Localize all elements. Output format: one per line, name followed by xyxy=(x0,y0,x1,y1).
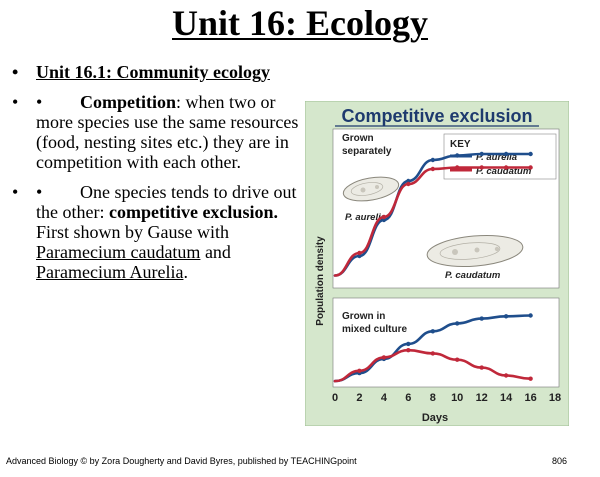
x-tick-label: 8 xyxy=(430,392,436,404)
data-point-caudatum-panel-2 xyxy=(528,376,533,381)
data-point-caudatum-panel-1 xyxy=(357,250,362,256)
data-point-caudatum-panel-2 xyxy=(455,357,460,362)
footer-page-number: 806 xyxy=(552,456,568,466)
bottom-panel-label-1: Grown in xyxy=(342,311,385,322)
organism-label-aurelia: P. aurelia xyxy=(345,212,386,223)
footer-credit: Advanced Biology © by Zora Dougherty and… xyxy=(6,456,357,466)
data-point-caudatum-panel-2 xyxy=(503,373,509,378)
data-point-aurelia-panel-1 xyxy=(430,157,435,163)
data-point-aurelia-panel-2 xyxy=(430,329,435,334)
data-point-caudatum-panel-2 xyxy=(357,368,362,373)
unit-heading-text: Unit 16.1: Community ecology xyxy=(36,62,270,82)
bullet-competition: • • Competition: when two or more species… xyxy=(10,92,300,172)
x-axis-title: Days xyxy=(422,412,448,424)
bullet-list: • Unit 16.1: Community ecology • • Compet… xyxy=(10,62,300,282)
exclusion-term: competitive exclusion. xyxy=(108,202,278,222)
bullet-marker: • xyxy=(12,62,19,82)
data-point-caudatum-panel-1 xyxy=(479,165,484,170)
key-label-aurelia: P. aurelia xyxy=(476,152,517,163)
data-point-caudatum-panel-1 xyxy=(430,166,435,172)
x-tick-label: 0 xyxy=(332,392,338,404)
data-point-aurelia-panel-2 xyxy=(479,316,484,321)
data-point-aurelia-panel-1 xyxy=(528,151,533,157)
bullet-marker: • xyxy=(12,92,19,112)
organism-label-caudatum: P. caudatum xyxy=(445,270,501,281)
competition-definition: : when two or more species use the same … xyxy=(36,92,299,172)
data-point-caudatum-panel-1 xyxy=(455,165,460,170)
x-tick-label: 4 xyxy=(381,392,388,404)
data-point-aurelia-panel-2 xyxy=(528,313,533,318)
species-aurelia: Paramecium Aurelia xyxy=(36,262,184,282)
data-point-aurelia-panel-2 xyxy=(455,321,460,326)
data-point-aurelia-panel-2 xyxy=(406,341,411,347)
exclusion-end: . xyxy=(183,262,188,282)
data-point-caudatum-panel-2 xyxy=(381,355,387,360)
data-point-caudatum-panel-1 xyxy=(528,165,533,170)
figure-title: Competitive exclusion xyxy=(341,106,532,126)
data-point-caudatum-panel-1 xyxy=(381,214,387,220)
key-title: KEY xyxy=(450,139,471,150)
inner-bullet-marker: • xyxy=(36,92,43,112)
data-point-caudatum-panel-2 xyxy=(430,351,435,356)
x-tick-label: 12 xyxy=(476,392,488,404)
x-tick-label: 10 xyxy=(451,392,463,404)
x-tick-labels: 0 2 4 6 8 10 12 14 16 18 xyxy=(332,392,561,404)
competitive-exclusion-figure: Competitive exclusion Grown separately K… xyxy=(304,100,570,427)
x-tick-label: 6 xyxy=(405,392,411,404)
x-tick-label: 18 xyxy=(549,392,561,404)
bullet-marker: • xyxy=(12,182,19,202)
data-point-caudatum-panel-1 xyxy=(406,181,411,187)
exclusion-text-2: First shown by Gause with xyxy=(36,222,229,242)
x-tick-label: 16 xyxy=(524,392,536,404)
x-tick-label: 2 xyxy=(356,392,362,404)
exclusion-text-1: One species tends to drive out the other… xyxy=(36,182,297,222)
species-caudatum: Paramecium caudatum xyxy=(36,242,201,262)
data-point-aurelia-panel-1 xyxy=(455,153,460,158)
key-label-caudatum: P. caudatum xyxy=(476,166,532,177)
bottom-panel-label-2: mixed culture xyxy=(342,324,407,335)
p-aurelia-illustration xyxy=(342,176,400,202)
competition-term: Competition xyxy=(80,92,176,112)
chart-marks xyxy=(333,151,533,383)
x-tick-label: 14 xyxy=(500,392,513,404)
inner-bullet-marker: • xyxy=(36,182,43,202)
top-panel-label-1: Grown xyxy=(342,133,374,144)
data-point-caudatum-panel-1 xyxy=(503,165,509,170)
p-caudatum-illustration xyxy=(426,234,524,268)
exclusion-and: and xyxy=(200,242,231,262)
data-point-aurelia-panel-2 xyxy=(503,314,509,319)
top-panel-label-2: separately xyxy=(342,146,392,157)
data-point-caudatum-panel-2 xyxy=(406,348,411,353)
figure-svg: Competitive exclusion Grown separately K… xyxy=(304,100,570,427)
bottom-panel xyxy=(332,297,560,388)
y-axis-label: Population density xyxy=(315,236,326,326)
slide-title: Unit 16: Ecology xyxy=(172,3,428,43)
data-point-caudatum-panel-2 xyxy=(479,365,484,370)
data-point-aurelia-panel-1 xyxy=(503,151,509,157)
bullet-unit-heading: • Unit 16.1: Community ecology xyxy=(10,62,300,82)
bullet-exclusion: • • One species tends to drive out the ot… xyxy=(10,182,300,282)
data-point-aurelia-panel-1 xyxy=(479,151,484,157)
